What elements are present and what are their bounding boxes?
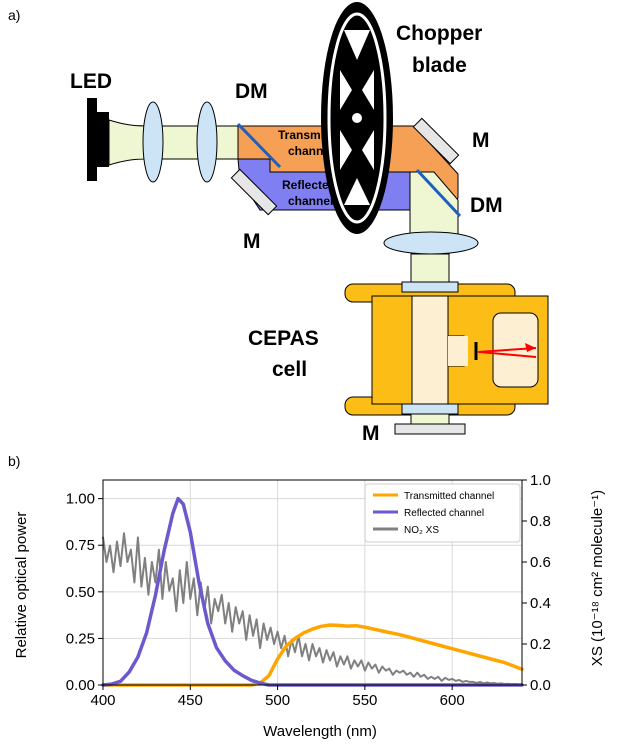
panel-b: b) 400 450 500 550 600 0.000.250.500.751.00 … xyxy=(8,453,606,740)
cepas-label-2: cell xyxy=(272,358,307,381)
chopper-label-1: Chopper xyxy=(396,22,482,45)
focusing-lens xyxy=(383,231,479,255)
x-tick-label: 400 xyxy=(90,692,115,709)
y2-tick-label: 1.0 xyxy=(530,472,551,489)
panel-a-label: a) xyxy=(8,7,20,23)
reflected-label-1: Reflected xyxy=(282,178,336,192)
y2-tick-label: 0.6 xyxy=(530,554,551,571)
y-axis-label: Relative optical power xyxy=(13,512,30,659)
legend-no2: NO₂ XS xyxy=(404,525,439,536)
y-tick-label: 0.50 xyxy=(66,584,95,601)
m-right-label: M xyxy=(472,129,490,152)
beam-to-cell xyxy=(410,253,450,285)
mirror-top-right xyxy=(412,117,460,165)
x-tick-label: 600 xyxy=(440,692,465,709)
cepas-label-1: CEPAS xyxy=(248,327,319,350)
transmitted-label-2: channel xyxy=(288,144,333,158)
x-tick-label: 500 xyxy=(265,692,290,709)
x-axis: 400 450 500 550 600 xyxy=(90,685,465,709)
y-axis-right: 0.0 0.2 0.4 0.6 0.8 1.0 xyxy=(522,472,551,694)
y-axis-left: 0.00 0.25 0.50 0.75 1.00 xyxy=(66,491,103,694)
legend-transmitted: Transmitted channel xyxy=(404,491,494,502)
y-tick-label: 0.00 xyxy=(66,677,95,694)
series-line-0 xyxy=(101,623,524,687)
mirror-left xyxy=(230,168,278,216)
m-bottom-label: M xyxy=(362,422,380,445)
series-line-1 xyxy=(101,496,524,687)
y-tick-label: 0.75 xyxy=(66,537,95,554)
mirror-bottom xyxy=(394,423,466,435)
x-tick-label: 450 xyxy=(178,692,203,709)
x-axis-label: Wavelength (nm) xyxy=(263,723,377,740)
series-line-2 xyxy=(102,532,523,686)
legend: Transmitted channel Reflected channel NO… xyxy=(364,483,521,543)
panel-a: a) LED Transmitted channel Reflected cha… xyxy=(8,2,549,445)
cepas-cell xyxy=(344,281,549,416)
lens-2 xyxy=(196,101,218,183)
combined-beam xyxy=(409,171,459,241)
y2-tick-label: 0.2 xyxy=(530,636,551,653)
y2-tick-label: 0.4 xyxy=(530,595,551,612)
led-label: LED xyxy=(70,70,112,93)
dichroic-mirror-right xyxy=(415,168,462,218)
m-left-label: M xyxy=(243,230,261,253)
legend-reflected: Reflected channel xyxy=(404,508,484,519)
chopper-label-2: blade xyxy=(412,54,467,77)
lens-1 xyxy=(142,101,164,183)
dichroic-mirror-left xyxy=(236,122,282,169)
chopper-blade xyxy=(321,2,393,234)
legend-box xyxy=(364,483,521,543)
y2-tick-label: 0.0 xyxy=(530,677,551,694)
led-beam xyxy=(108,119,239,166)
reflected-label-2: channel xyxy=(288,194,333,208)
panel-b-label: b) xyxy=(8,453,20,469)
y-tick-label: 1.00 xyxy=(66,491,95,508)
led-source xyxy=(87,98,109,181)
x-tick-label: 550 xyxy=(352,692,377,709)
chart-series xyxy=(101,496,524,687)
y-tick-label: 0.25 xyxy=(66,630,95,647)
chart-frame xyxy=(102,479,523,686)
beam-to-bottom-mirror xyxy=(410,413,450,425)
y2-tick-label: 0.8 xyxy=(530,513,551,530)
laser-beam xyxy=(477,343,537,358)
dm-right-label: DM xyxy=(470,194,503,217)
y2-axis-label: XS (10⁻¹⁸ cm² molecule⁻¹) xyxy=(589,490,606,666)
dm-left-label: DM xyxy=(235,80,268,103)
